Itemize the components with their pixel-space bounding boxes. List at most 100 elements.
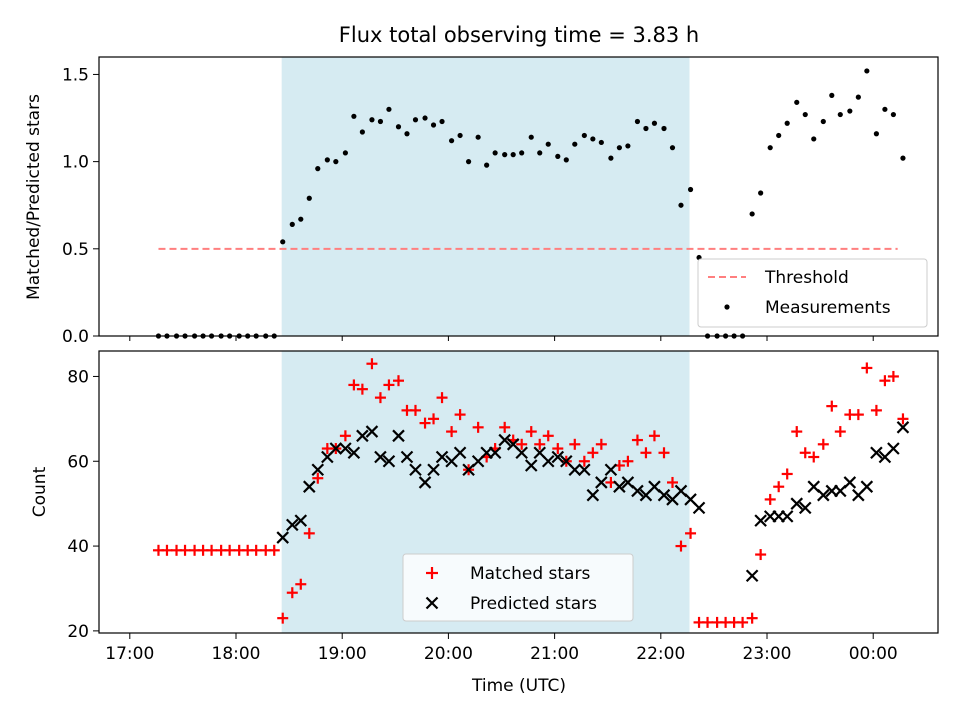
matched-star-point: [312, 472, 324, 484]
matched-star-point: [870, 404, 882, 416]
measurement-point: [377, 118, 384, 125]
legend-measurements-swatch: [724, 304, 730, 310]
top-y-axis: 0.0 0.5 1.0 1.5: [62, 65, 99, 347]
predicted-star-point: [286, 518, 299, 532]
measurement-point: [448, 138, 455, 144]
x-axis-label: Time (UTC): [471, 676, 566, 696]
bottom-y-tick-label: 40: [67, 537, 89, 557]
predicted-star-point: [374, 450, 387, 464]
measurement-point: [669, 145, 676, 151]
legend-matched-label: Matched stars: [470, 564, 590, 584]
matched-star-point: [640, 447, 652, 459]
matched-star-point: [879, 375, 891, 387]
measurement-point: [298, 216, 304, 222]
measurement-point: [510, 152, 516, 158]
matched-star-point: [852, 409, 864, 421]
measurement-point: [412, 117, 419, 123]
matched-star-point: [552, 443, 564, 455]
measurement-point: [519, 150, 525, 156]
legend-threshold-label: Threshold: [764, 268, 849, 288]
measurement-point: [351, 113, 357, 119]
predicted-star-point: [568, 463, 582, 477]
matched-star-point: [658, 447, 670, 459]
measurement-point: [537, 150, 543, 156]
top-y-tick-label: 1.0: [62, 153, 89, 173]
matched-star-point: [861, 362, 873, 374]
matched-star-point: [737, 616, 749, 628]
measurement-point: [882, 106, 888, 112]
x-tick-label: 22:00: [636, 644, 685, 664]
measurement-point: [572, 141, 578, 147]
predicted-star-point: [276, 531, 290, 544]
measurement-point: [829, 92, 835, 98]
predicted-star-point: [488, 446, 502, 460]
measurement-point: [608, 155, 614, 161]
measurement-point: [484, 162, 490, 168]
measurement-point: [342, 150, 348, 156]
measurement-point: [900, 155, 906, 161]
measurement-point: [590, 136, 596, 142]
matched-star-point: [374, 392, 386, 404]
measurement-point: [625, 143, 631, 149]
measurement-point: [678, 202, 684, 208]
x-tick-label: 17:00: [105, 644, 154, 664]
predicted-star-point: [339, 442, 352, 455]
predicted-star-point: [427, 463, 440, 477]
top-y-axis-label: Matched/Predicted stars: [24, 94, 44, 300]
measurement-point: [545, 141, 551, 147]
matched-star-point: [897, 413, 909, 425]
predicted-star-point: [303, 480, 316, 493]
measurement-point: [492, 150, 498, 156]
top-panel: 0.0 0.5 1.0 1.5 Matched/Predicted stars Thr…: [24, 56, 939, 347]
matched-star-point: [764, 493, 776, 505]
measurement-point: [528, 134, 534, 140]
measurement-point: [811, 136, 817, 142]
measurement-point: [359, 129, 365, 135]
matched-star-point: [887, 370, 899, 382]
bottom-y-axis-label: Count: [30, 466, 50, 517]
matched-star-point: [409, 404, 421, 416]
bottom-y-axis: 20 40 60 80: [67, 367, 99, 642]
measurement-points: [155, 68, 906, 339]
x-tick-label: 00:00: [849, 644, 898, 664]
measurement-point: [687, 186, 694, 193]
predicted-star-point: [382, 454, 396, 468]
measurement-point: [563, 157, 569, 163]
measurement-point: [643, 125, 649, 132]
predicted-star-point: [613, 480, 626, 493]
matched-star-point: [648, 430, 660, 442]
measurement-point: [794, 99, 800, 105]
matched-star-point: [428, 413, 440, 425]
measurement-point: [802, 111, 808, 118]
measurement-point: [661, 125, 667, 132]
top-axes-frame: [98, 56, 939, 337]
predicted-star-point: [524, 459, 538, 472]
measurement-point: [581, 132, 587, 139]
predicted-star-point: [329, 442, 343, 455]
measurement-point: [616, 145, 622, 151]
predicted-star-point: [578, 463, 591, 477]
figure-title: Flux total observing time = 3.83 h: [339, 23, 699, 47]
x-tick-label: 19:00: [318, 644, 367, 664]
matched-star-point: [685, 527, 697, 539]
matched-star-point: [569, 438, 581, 450]
x-tick-label: 23:00: [743, 644, 792, 664]
measurement-point: [306, 195, 312, 201]
matched-star-point: [286, 587, 298, 599]
bottom-legend: Matched stars Predicted stars: [402, 553, 634, 622]
measurement-point: [315, 166, 321, 172]
matched-star-point: [179, 544, 191, 556]
bottom-y-tick-label: 60: [67, 452, 89, 472]
predicted-star-point: [418, 476, 432, 489]
measurement-point: [457, 132, 463, 139]
predicted-star-point: [453, 446, 467, 460]
predicted-star-point: [586, 488, 600, 502]
bottom-axes-frame: [98, 350, 939, 634]
predicted-star-point: [870, 446, 883, 460]
measurement-point: [890, 111, 896, 118]
measurement-point: [333, 159, 339, 165]
measurement-point: [430, 122, 437, 128]
matched-star-point: [587, 447, 599, 459]
measurement-point: [767, 145, 773, 151]
